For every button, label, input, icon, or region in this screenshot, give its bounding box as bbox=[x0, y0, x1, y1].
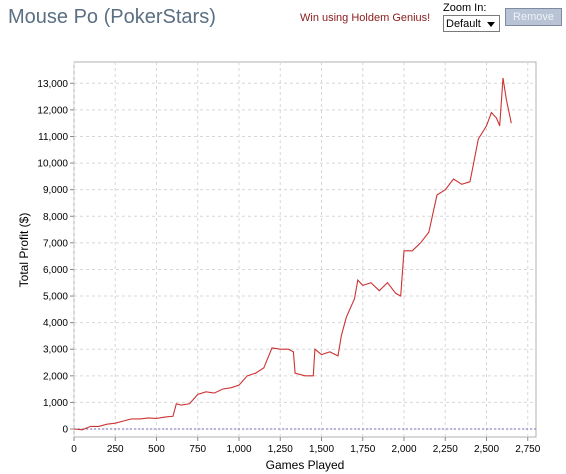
y-tick-label: 10,000 bbox=[37, 159, 68, 170]
y-tick-label: 5,000 bbox=[43, 292, 68, 303]
y-tick-label: 11,000 bbox=[38, 132, 68, 143]
x-tick-label: 2,250 bbox=[433, 444, 458, 455]
zoom-select[interactable]: Default bbox=[443, 15, 500, 32]
x-tick-label: 500 bbox=[148, 444, 165, 455]
x-tick-label: 2,000 bbox=[391, 444, 416, 455]
y-tick-label: 6,000 bbox=[43, 265, 68, 276]
x-tick-label: 0 bbox=[71, 444, 77, 455]
promo-link[interactable]: Win using Holdem Genius! bbox=[300, 12, 431, 24]
x-tick-label: 750 bbox=[189, 444, 206, 455]
x-tick-label: 1,500 bbox=[309, 444, 334, 455]
y-tick-label: 3,000 bbox=[43, 345, 68, 356]
x-axis-label: Games Played bbox=[266, 458, 345, 472]
y-axis: 0 1,000 2,000 3,000 4,000 5,000 6,000 7,000 8,00… bbox=[37, 79, 74, 436]
chevron-down-icon bbox=[487, 22, 495, 27]
y-tick-label: 9,000 bbox=[43, 185, 68, 196]
plot-area bbox=[73, 61, 537, 438]
y-tick-label: 13,000 bbox=[37, 79, 68, 90]
x-tick-label: 1,000 bbox=[226, 444, 251, 455]
y-tick-label: 8,000 bbox=[43, 212, 68, 223]
y-tick-label: 2,000 bbox=[43, 371, 68, 382]
zoom-select-value: Default bbox=[446, 18, 481, 30]
y-tick-label: 7,000 bbox=[43, 238, 68, 249]
x-tick-label: 250 bbox=[107, 444, 124, 455]
y-tick-label: 4,000 bbox=[43, 318, 68, 329]
x-tick-label: 1,750 bbox=[350, 444, 375, 455]
x-axis: 0 250 500 750 1,000 1,250 1,500 1,750 2,000 2,250… bbox=[71, 437, 541, 455]
remove-button[interactable]: Remove bbox=[505, 8, 562, 26]
x-tick-label: 2,750 bbox=[515, 444, 540, 455]
y-tick-label: 1,000 bbox=[43, 398, 68, 409]
zoom-label: Zoom In: bbox=[443, 2, 487, 14]
page-title: Mouse Po (PokerStars) bbox=[8, 6, 216, 28]
x-tick-label: 1,250 bbox=[268, 444, 293, 455]
y-tick-label: 0 bbox=[62, 425, 68, 436]
x-tick-label: 2,500 bbox=[474, 444, 499, 455]
y-tick-label: 12,000 bbox=[37, 105, 68, 116]
y-axis-label: Total Profit ($) bbox=[17, 213, 31, 288]
profit-series-line bbox=[73, 77, 512, 431]
grid bbox=[73, 62, 536, 437]
